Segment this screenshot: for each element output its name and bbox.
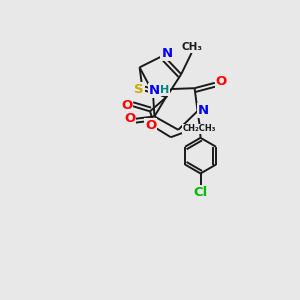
- Text: O: O: [121, 99, 132, 112]
- Text: S: S: [134, 83, 144, 97]
- Text: Cl: Cl: [194, 186, 208, 199]
- Text: H: H: [160, 85, 169, 95]
- Text: CH₃: CH₃: [182, 43, 203, 52]
- Text: O: O: [145, 119, 156, 132]
- Text: N: N: [149, 84, 160, 97]
- Text: CH₂CH₃: CH₂CH₃: [182, 124, 216, 134]
- Text: N: N: [161, 47, 172, 60]
- Text: O: O: [216, 75, 227, 88]
- Text: O: O: [124, 112, 135, 125]
- Text: N: N: [198, 104, 209, 117]
